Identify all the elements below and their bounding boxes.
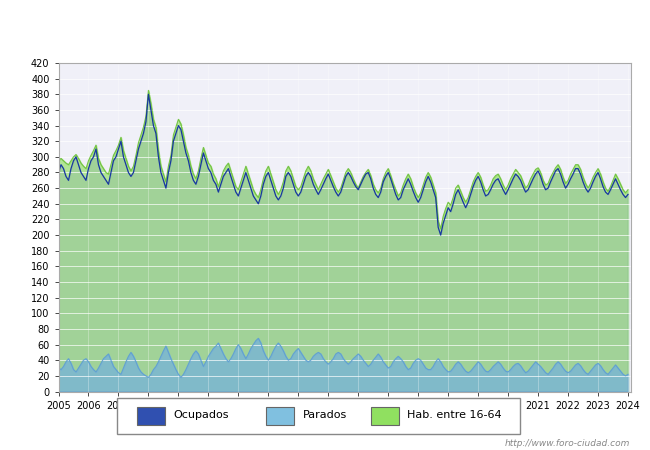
Text: Parados: Parados xyxy=(302,410,346,420)
FancyBboxPatch shape xyxy=(266,407,294,425)
FancyBboxPatch shape xyxy=(371,407,399,425)
Text: Hab. entre 16-64: Hab. entre 16-64 xyxy=(407,410,502,420)
Text: http://www.foro-ciudad.com: http://www.foro-ciudad.com xyxy=(505,439,630,448)
FancyBboxPatch shape xyxy=(137,407,165,425)
Text: Ocupados: Ocupados xyxy=(174,410,229,420)
Text: El Grado - Evolucion de la poblacion en edad de Trabajar Mayo de 2024: El Grado - Evolucion de la poblacion en … xyxy=(51,19,599,35)
FancyBboxPatch shape xyxy=(117,398,520,435)
